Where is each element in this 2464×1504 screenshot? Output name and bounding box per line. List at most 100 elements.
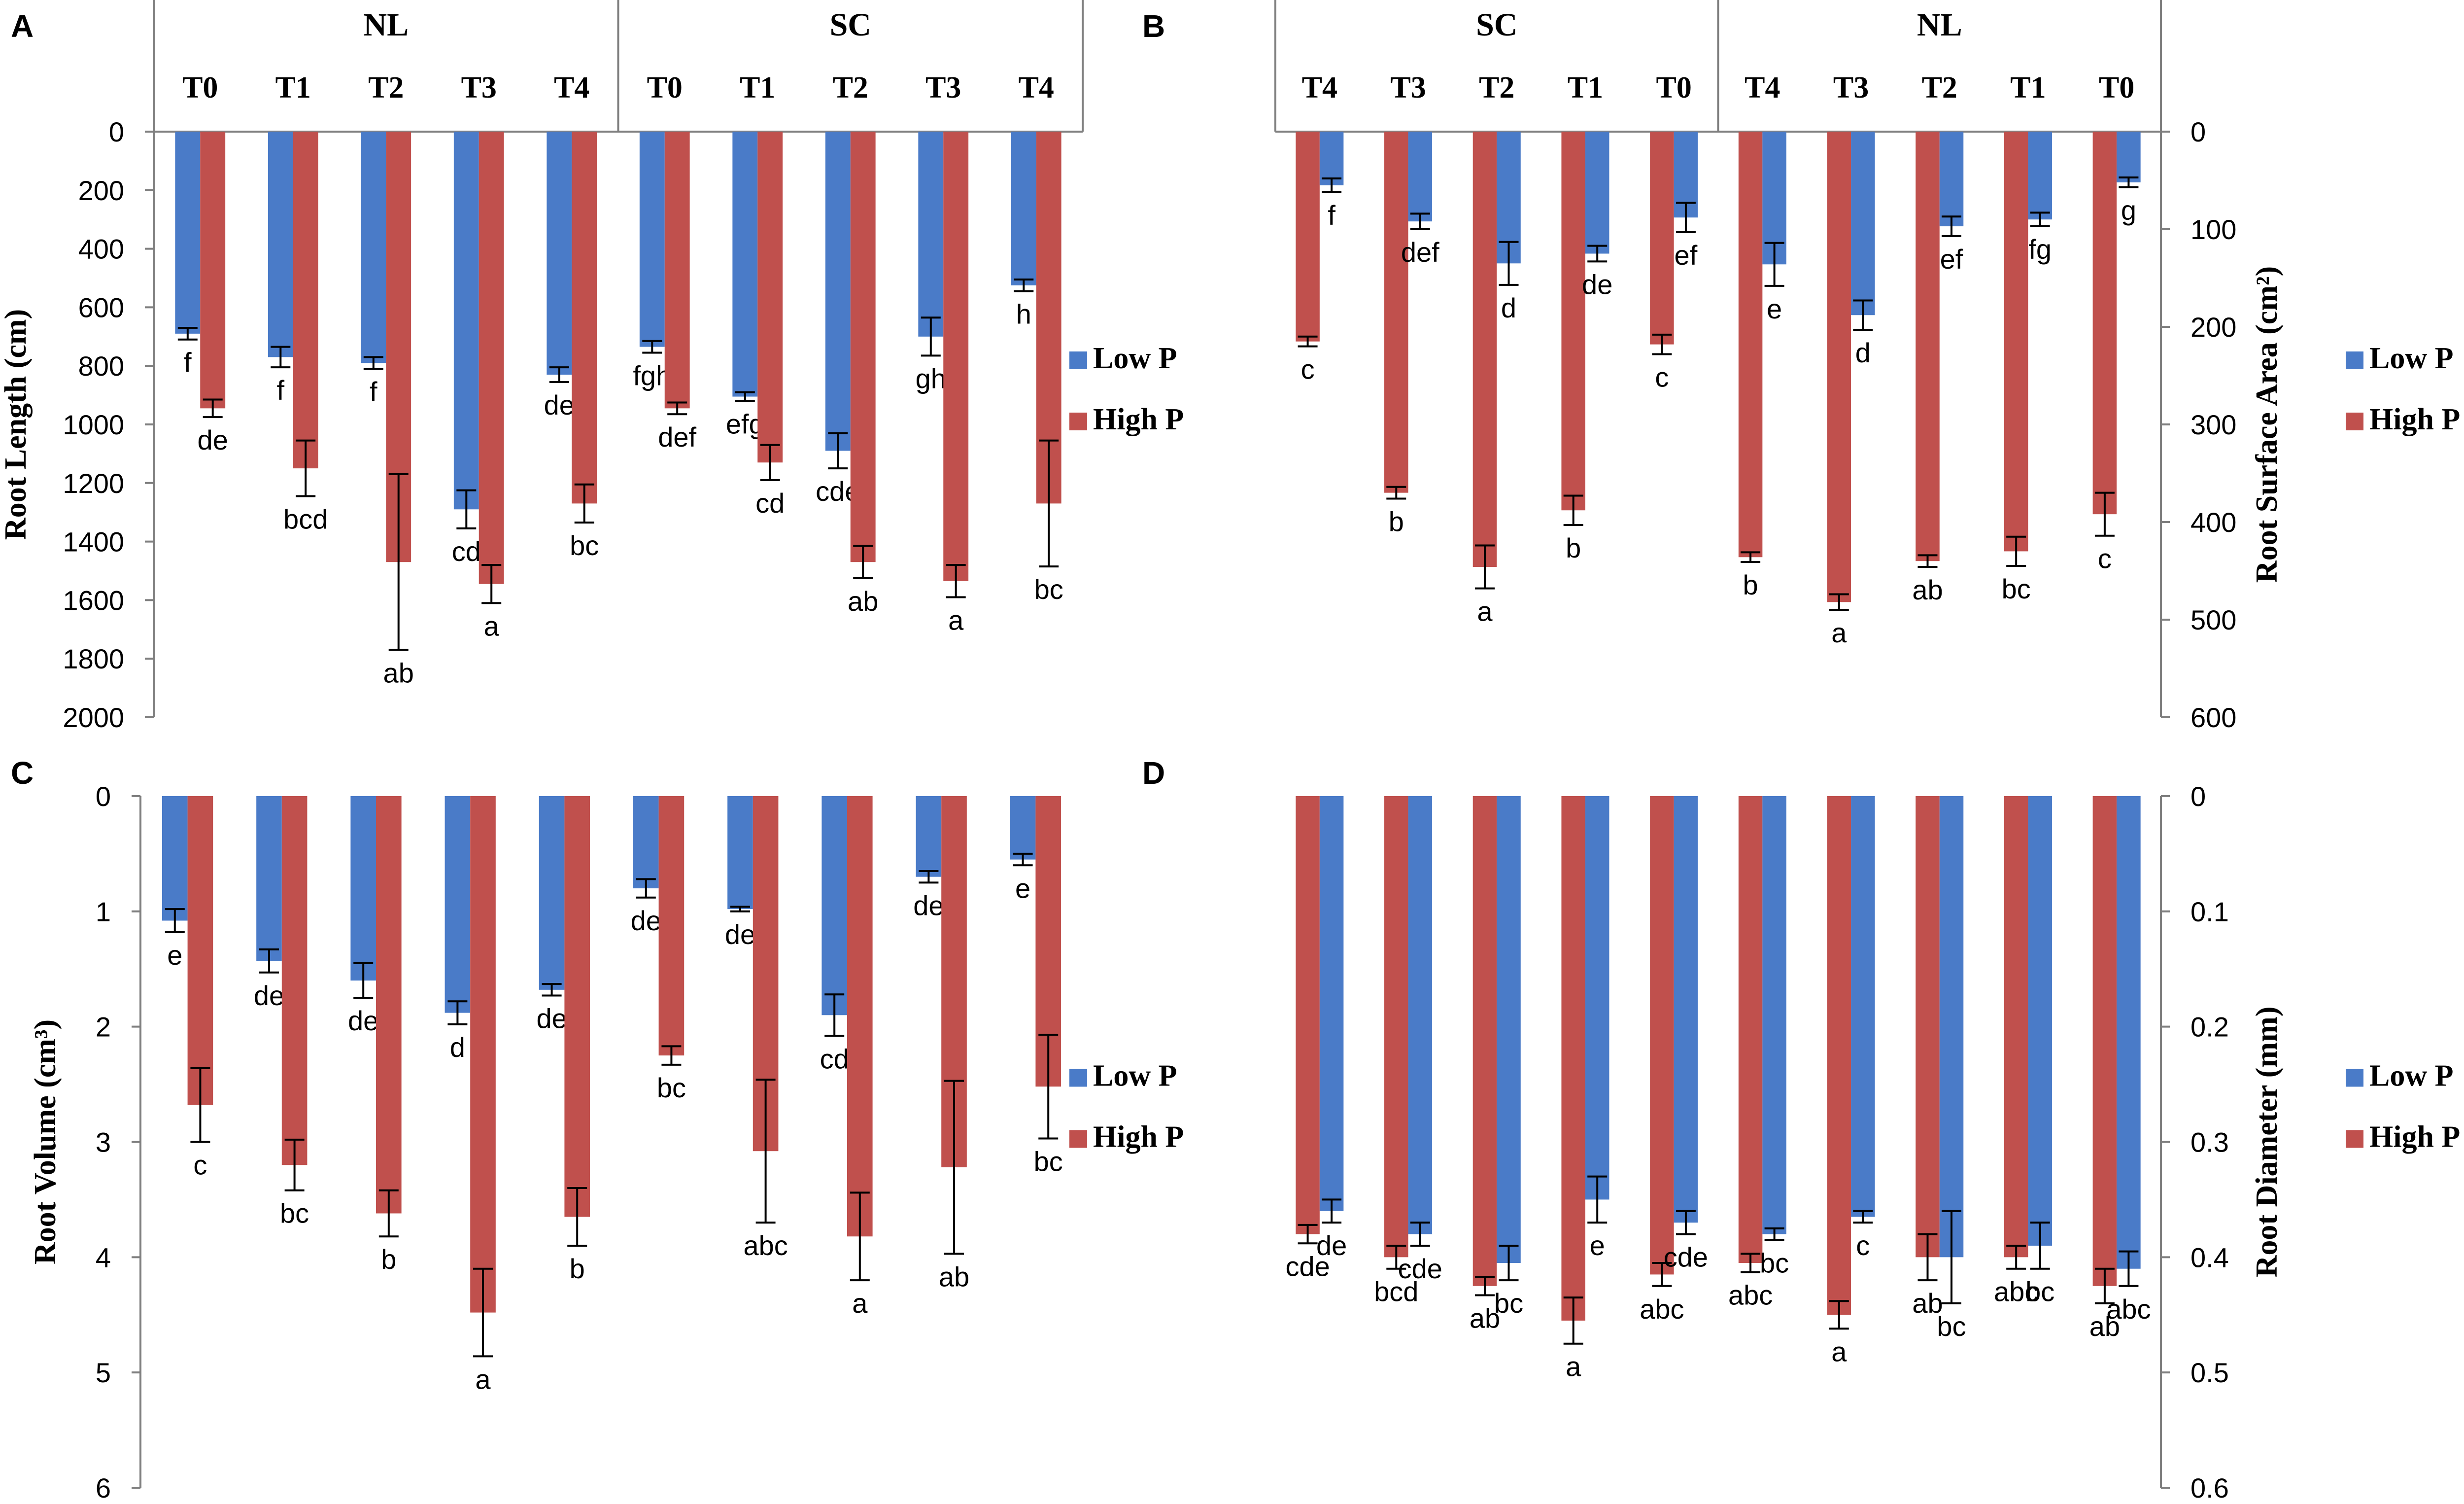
- panel-b-bar-low-9: [2028, 132, 2052, 220]
- panel-a-sig-letter-low-2: f: [277, 375, 285, 406]
- panel-a-treatment-label: T3: [461, 71, 497, 105]
- panel-d-sig-letter-high-4: a: [1566, 1351, 1581, 1382]
- panel-c-y-tick-label: 0: [96, 781, 111, 812]
- panel-b-legend-label-high: High P: [2369, 403, 2460, 436]
- panel-b-sig-letter-high-1: c: [1301, 354, 1315, 385]
- panel-c-y-tick-label: 6: [96, 1472, 111, 1504]
- panel-b-bar-low-7: [1851, 132, 1875, 315]
- panel-d-y-tick-label: 0.3: [2190, 1127, 2229, 1158]
- panel-a-bar-low-8: [825, 132, 851, 451]
- panel-d-sig-letter-high-7: a: [1831, 1336, 1847, 1367]
- panel-b-bar-high-9: [2004, 132, 2028, 552]
- panel-b-bar-low-2: [1408, 132, 1433, 222]
- panel-d-bar-high-8: [1916, 796, 1940, 1258]
- panel-c-y-tick-label: 3: [96, 1127, 111, 1158]
- panel-a-treatment-label: T0: [182, 71, 218, 105]
- panel-b-treatment-label: T4: [1745, 71, 1780, 105]
- panel-d-bar-high-4: [1561, 796, 1585, 1321]
- panel-c-bar-low-10: [1010, 796, 1036, 860]
- panel-b-group-label-sc: SC: [1476, 7, 1517, 43]
- panel-letter-c: C: [11, 755, 34, 791]
- panel-b-bar-high-2: [1384, 132, 1408, 493]
- panel-a-bar-low-5: [547, 132, 572, 375]
- panel-d-sig-letter-high-5: abc: [1640, 1294, 1684, 1325]
- panel-d-bar-high-5: [1650, 796, 1674, 1275]
- panel-d-bar-low-4: [1585, 796, 1609, 1200]
- panel-a-y-tick-label: 200: [78, 175, 124, 206]
- panel-d-bar-high-10: [2092, 796, 2117, 1286]
- panel-c-bar-high-8: [847, 796, 873, 1237]
- panel-a-sig-letter-high-4: a: [484, 610, 500, 641]
- panel-d-y-tick-label: 0.5: [2190, 1357, 2229, 1388]
- panel-b-sig-letter-low-2: def: [1401, 237, 1439, 268]
- panel-c-sig-letter-low-2: de: [254, 980, 284, 1011]
- panel-a-treatment-label: T3: [925, 71, 961, 105]
- panel-b-bar-high-4: [1561, 132, 1585, 511]
- panel-b-sig-letter-low-7: d: [1855, 337, 1871, 368]
- panel-b-treatment-label: T4: [1302, 71, 1337, 105]
- panel-d-sig-letter-high-8: ab: [1912, 1288, 1943, 1319]
- panel-a-bar-low-4: [453, 132, 479, 510]
- panel-c-sig-letter-low-6: de: [631, 905, 661, 936]
- panel-b-treatment-label: T0: [2099, 71, 2134, 105]
- panel-c-sig-letter-low-9: de: [913, 890, 944, 921]
- panel-b-treatment-label: T3: [1833, 71, 1869, 105]
- panel-b-sig-letter-low-6: e: [1767, 293, 1782, 324]
- panel-a-legend-label-low: Low P: [1093, 342, 1177, 375]
- panel-b-y-tick-label: 200: [2190, 312, 2236, 343]
- panel-a-bar-low-10: [1011, 132, 1036, 285]
- panel-a-y-tick-label: 1400: [63, 526, 124, 558]
- panel-c-sig-letter-high-2: bc: [280, 1198, 309, 1229]
- panel-d-y-axis-title: Root Diameter (mm): [2250, 1007, 2284, 1278]
- panel-b-legend-swatch-high: [2346, 413, 2363, 430]
- panel-c-sig-letter-high-3: b: [381, 1244, 396, 1275]
- panel-b-treatment-label: T1: [1568, 71, 1603, 105]
- panel-a-sig-letter-low-9: gh: [916, 363, 946, 394]
- panel-c-bar-high-6: [658, 796, 684, 1056]
- panel-d-bar-low-8: [1939, 796, 1964, 1258]
- panel-d-sig-letter-low-7: c: [1856, 1230, 1870, 1261]
- panel-d-y-tick-label: 0.4: [2190, 1242, 2229, 1273]
- panel-d-bar-low-7: [1851, 796, 1875, 1217]
- panel-c-y-tick-label: 4: [96, 1242, 111, 1273]
- panel-a-sig-letter-low-1: f: [184, 347, 192, 378]
- panel-a-sig-letter-high-7: cd: [755, 488, 785, 519]
- panel-d-y-tick-label: 0.2: [2190, 1012, 2229, 1043]
- panel-a-sig-letter-high-10: bc: [1034, 574, 1063, 605]
- panel-a-bar-low-9: [918, 132, 944, 337]
- panel-a-treatment-label: T4: [1019, 71, 1054, 105]
- panel-a-sig-letter-high-2: bcd: [283, 504, 328, 535]
- panel-d-sig-letter-high-3: ab: [1470, 1302, 1500, 1333]
- panel-c-bar-low-7: [727, 796, 753, 909]
- panel-c-sig-letter-high-9: ab: [939, 1261, 969, 1292]
- panel-b-bar-low-8: [1939, 132, 1964, 227]
- panel-b-sig-letter-high-2: b: [1389, 506, 1404, 537]
- panel-b-sig-letter-high-3: a: [1477, 596, 1493, 627]
- panel-b-y-tick-label: 400: [2190, 507, 2236, 538]
- panel-c-sig-letter-high-10: bc: [1034, 1146, 1063, 1177]
- panel-c-sig-letter-low-1: e: [167, 940, 182, 971]
- panel-b-bar-high-8: [1916, 132, 1940, 561]
- panel-c-sig-letter-high-4: a: [475, 1364, 491, 1395]
- panel-d-bar-high-2: [1384, 796, 1408, 1258]
- panel-c-bar-high-1: [187, 796, 213, 1105]
- panel-b-sig-letter-low-8: ef: [1940, 244, 1963, 275]
- panel-d: D 0 0.1 0.2 0.3 0.4 0.5 0.6 Root Diameter (mm) c…: [1142, 755, 2460, 1504]
- panel-b-y-tick-label: 100: [2190, 214, 2236, 245]
- panel-b-y-tick-label: 0: [2190, 116, 2206, 147]
- panel-a-bar-high-1: [200, 132, 226, 409]
- panel-b-group-label-nl: NL: [1917, 7, 1962, 43]
- panel-c-bar-low-6: [633, 796, 659, 889]
- panel-a-y-tick-label: 1800: [63, 643, 124, 674]
- panel-d-sig-letter-high-9: abc: [1994, 1276, 2038, 1307]
- panel-b-sig-letter-high-6: b: [1743, 569, 1758, 600]
- panel-d-legend-label-high: High P: [2369, 1120, 2460, 1154]
- panel-a-y-tick-label: 1200: [63, 468, 124, 499]
- panel-c-sig-letter-high-7: abc: [743, 1230, 787, 1261]
- panel-c-bar-high-5: [564, 796, 590, 1217]
- panel-b-treatment-label: T2: [1922, 71, 1957, 105]
- panel-d-y-tick-label: 0: [2190, 781, 2206, 812]
- panel-b-y-tick-label: 600: [2190, 702, 2236, 733]
- panel-b-bar-low-1: [1319, 132, 1344, 185]
